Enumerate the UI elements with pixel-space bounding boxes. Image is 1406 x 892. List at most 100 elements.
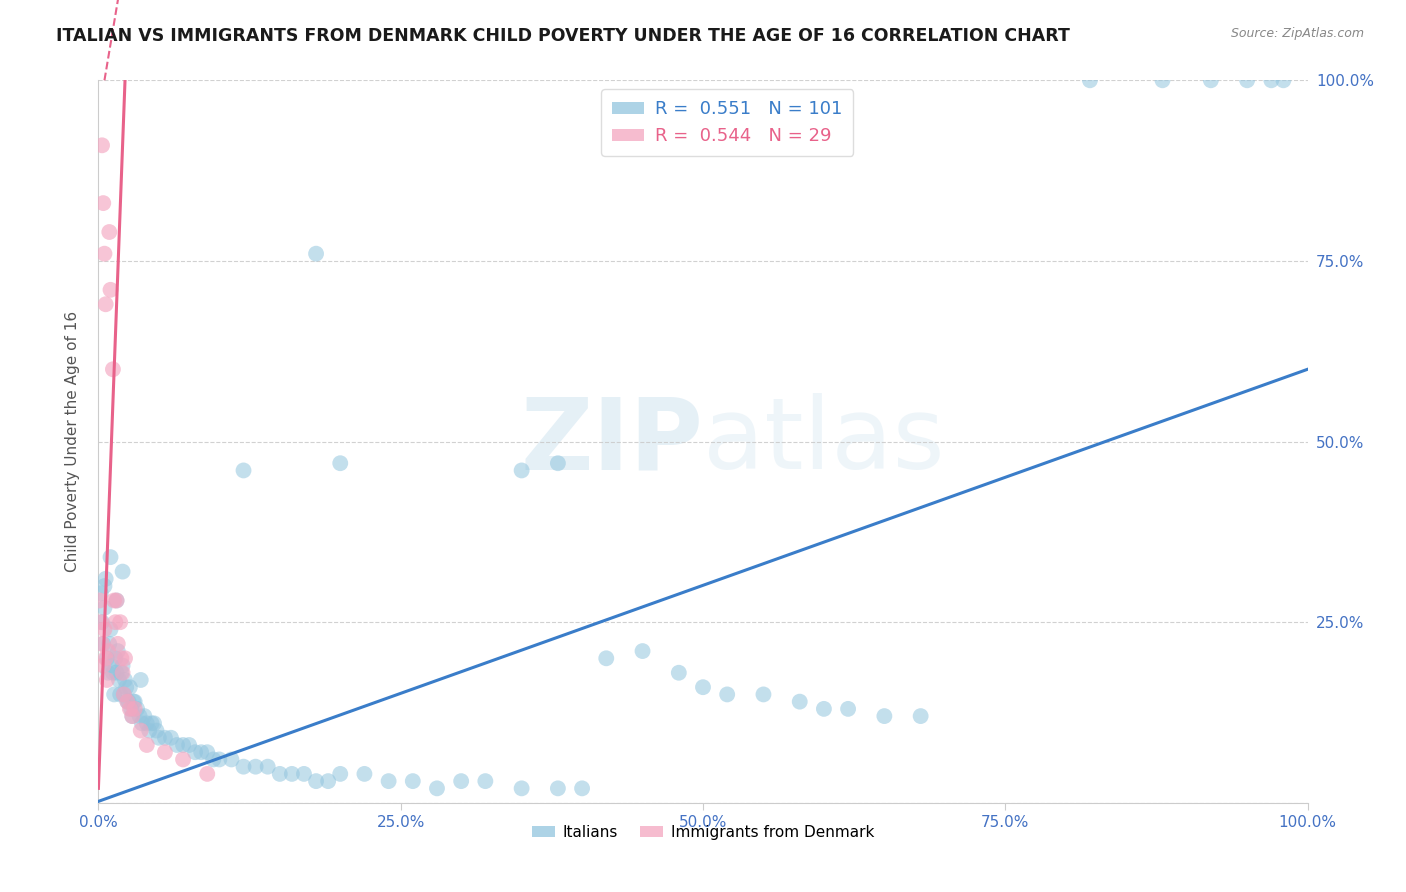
- Text: ZIP: ZIP: [520, 393, 703, 490]
- Point: [98, 225, 121, 239]
- Point: [110, 665, 132, 680]
- Point: [232, 760, 254, 774]
- Point: [111, 565, 134, 579]
- Point: [89, 593, 111, 607]
- Point: [107, 644, 129, 658]
- Point: [316, 774, 339, 789]
- Point: [115, 680, 138, 694]
- Point: [172, 752, 194, 766]
- Point: [353, 767, 375, 781]
- Point: [97, 644, 120, 658]
- Point: [105, 593, 128, 607]
- Point: [450, 774, 472, 789]
- Point: [631, 644, 654, 658]
- Point: [104, 615, 127, 630]
- Point: [135, 716, 157, 731]
- Point: [377, 774, 399, 789]
- Point: [108, 673, 131, 687]
- Point: [281, 767, 304, 781]
- Point: [179, 738, 201, 752]
- Text: atlas: atlas: [703, 393, 945, 490]
- Point: [111, 658, 134, 673]
- Point: [127, 702, 149, 716]
- Point: [98, 637, 121, 651]
- Point: [1272, 73, 1295, 87]
- Point: [114, 673, 136, 687]
- Point: [232, 463, 254, 477]
- Point: [93, 600, 115, 615]
- Point: [256, 760, 278, 774]
- Point: [94, 651, 117, 665]
- Point: [108, 615, 131, 630]
- Point: [402, 774, 425, 789]
- Point: [128, 709, 150, 723]
- Point: [93, 579, 115, 593]
- Point: [184, 745, 207, 759]
- Point: [269, 767, 291, 781]
- Point: [104, 651, 127, 665]
- Point: [135, 738, 157, 752]
- Point: [329, 767, 352, 781]
- Point: [172, 738, 194, 752]
- Point: [510, 463, 533, 477]
- Point: [105, 593, 128, 607]
- Point: [221, 752, 243, 766]
- Point: [110, 651, 132, 665]
- Point: [131, 716, 153, 731]
- Point: [547, 781, 569, 796]
- Point: [837, 702, 859, 716]
- Point: [571, 781, 593, 796]
- Point: [143, 716, 166, 731]
- Point: [305, 774, 328, 789]
- Point: [134, 709, 156, 723]
- Point: [124, 702, 146, 716]
- Point: [138, 723, 160, 738]
- Point: [91, 196, 114, 211]
- Point: [873, 709, 896, 723]
- Point: [195, 745, 218, 759]
- Point: [108, 687, 131, 701]
- Point: [100, 283, 122, 297]
- Point: [121, 709, 143, 723]
- Point: [91, 637, 114, 651]
- Point: [166, 738, 188, 752]
- Point: [112, 687, 135, 701]
- Point: [547, 456, 569, 470]
- Point: [668, 665, 690, 680]
- Point: [96, 673, 118, 687]
- Point: [122, 695, 145, 709]
- Point: [208, 752, 231, 766]
- Point: [141, 716, 163, 731]
- Point: [118, 702, 141, 716]
- Point: [716, 687, 738, 701]
- Point: [190, 745, 212, 759]
- Point: [118, 695, 141, 709]
- Point: [118, 680, 141, 694]
- Point: [153, 745, 176, 759]
- Point: [129, 673, 152, 687]
- Point: [124, 695, 146, 709]
- Point: [101, 362, 124, 376]
- Point: [96, 651, 118, 665]
- Text: Source: ZipAtlas.com: Source: ZipAtlas.com: [1230, 27, 1364, 40]
- Point: [94, 297, 117, 311]
- Point: [91, 637, 114, 651]
- Point: [103, 687, 125, 701]
- Point: [112, 687, 135, 701]
- Point: [510, 781, 533, 796]
- Point: [292, 767, 315, 781]
- Point: [111, 665, 134, 680]
- Point: [117, 695, 139, 709]
- Point: [100, 550, 122, 565]
- Point: [120, 702, 142, 716]
- Point: [97, 665, 120, 680]
- Point: [100, 623, 122, 637]
- Point: [789, 695, 811, 709]
- Point: [245, 760, 267, 774]
- Point: [1078, 73, 1101, 87]
- Point: [117, 695, 139, 709]
- Point: [153, 731, 176, 745]
- Point: [195, 767, 218, 781]
- Legend: Italians, Immigrants from Denmark: Italians, Immigrants from Denmark: [526, 819, 880, 846]
- Point: [752, 687, 775, 701]
